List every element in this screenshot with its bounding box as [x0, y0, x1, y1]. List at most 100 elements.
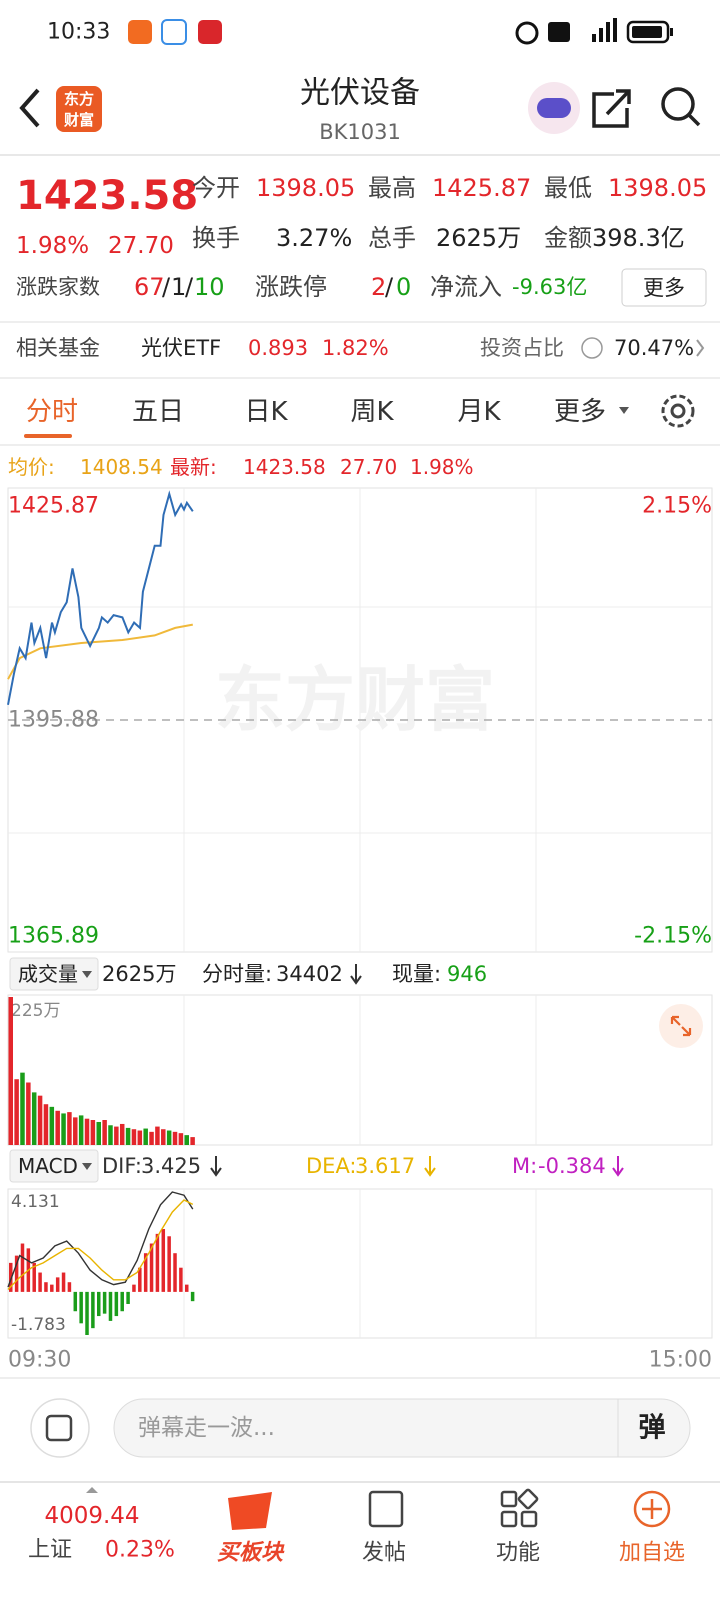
- search-button[interactable]: [661, 87, 701, 127]
- share-button[interactable]: [592, 89, 631, 128]
- macd-bar: [61, 1272, 66, 1292]
- danmaku-button[interactable]: 弹: [639, 1413, 666, 1444]
- fund-label: 相关基金: [16, 336, 100, 360]
- macd-bar: [14, 1255, 19, 1292]
- tab[interactable]: 周K: [350, 397, 394, 427]
- y2-tick-label: 2.15%: [642, 494, 712, 519]
- macd-bar: [143, 1253, 148, 1292]
- x-tick-label: 09:30: [8, 1348, 71, 1373]
- volume-bar: [49, 1106, 55, 1145]
- trend-arrow: [210, 1156, 222, 1177]
- last-price: 1423.58: [16, 173, 198, 219]
- danmaku-input[interactable]: [113, 1398, 691, 1458]
- logo-text: 东方: [64, 90, 94, 108]
- macd-bar: [120, 1291, 124, 1312]
- volume-bar: [119, 1123, 125, 1145]
- latest-value: 1423.58: [243, 455, 326, 479]
- macd-bar: [161, 1229, 166, 1292]
- volume-bar: [178, 1133, 184, 1145]
- nav-item[interactable]: 买板块: [217, 1541, 285, 1566]
- tab[interactable]: 更多: [554, 397, 606, 427]
- volume-bar: [155, 1126, 160, 1145]
- index-change: 0.23%: [105, 1538, 175, 1563]
- net-inflow-value: -9.63亿: [512, 275, 587, 299]
- macd-line: [7, 1191, 194, 1288]
- volume-title[interactable]: 成交量: [18, 962, 78, 986]
- current-volume-label: 现量:: [392, 962, 441, 986]
- danmaku-settings[interactable]: [30, 1398, 90, 1458]
- input-placeholder[interactable]: 弹幕走一波...: [138, 1415, 275, 1441]
- dea-label: DEA:: [306, 1154, 357, 1178]
- trend-arrow: [424, 1156, 436, 1177]
- help-icon[interactable]: [581, 337, 603, 359]
- macd-bar: [114, 1291, 119, 1317]
- macd-bar: [179, 1267, 183, 1292]
- volume-bar: [172, 1131, 178, 1145]
- minute-volume-label: 分时量:: [202, 962, 272, 986]
- volume-bar: [37, 1095, 43, 1145]
- battery-icon: [626, 20, 673, 44]
- nav-icon[interactable]: [228, 1492, 272, 1530]
- more-button-label[interactable]: 更多: [643, 276, 685, 300]
- active-tab-indicator: [24, 434, 72, 438]
- nav-icon[interactable]: [633, 1490, 671, 1528]
- back-button[interactable]: [19, 88, 40, 128]
- tab[interactable]: 日K: [244, 397, 288, 427]
- volume-bar: [31, 1092, 37, 1145]
- macd-bar: [126, 1291, 130, 1304]
- volume-bar: [61, 1113, 66, 1145]
- volume-bar: [90, 1120, 96, 1145]
- limit-up: 2: [371, 273, 386, 301]
- volume-bar: [149, 1131, 154, 1145]
- macd-bar: [97, 1291, 101, 1317]
- macd-bar: [38, 1272, 42, 1292]
- stat-label: 金额: [544, 224, 592, 252]
- macd-bar: [149, 1243, 154, 1292]
- volume-bar: [131, 1129, 137, 1145]
- app-logo: [56, 86, 102, 132]
- volume-bar: [96, 1121, 101, 1145]
- indicator-selector[interactable]: [9, 1149, 99, 1183]
- macd-bar: [79, 1291, 83, 1324]
- up-count: 67: [134, 273, 165, 301]
- settings-button[interactable]: [661, 394, 695, 428]
- nav-icon[interactable]: [368, 1490, 404, 1528]
- more-button[interactable]: [621, 268, 707, 307]
- volume-bar: [143, 1128, 148, 1145]
- app-icon: [161, 19, 187, 45]
- y-tick-label: 4.131: [11, 1192, 60, 1212]
- tab[interactable]: 五日: [132, 397, 184, 427]
- tab[interactable]: 分时: [26, 397, 78, 427]
- fund-price: 0.893: [248, 336, 308, 360]
- expand-button[interactable]: [659, 1004, 703, 1048]
- minute-volume: 34402: [276, 962, 343, 986]
- volume-bar: [20, 1072, 25, 1145]
- x-tick-label: 15:00: [649, 1348, 712, 1373]
- macd-bar: [155, 1233, 160, 1292]
- volume-bar: [166, 1130, 172, 1145]
- dropdown-arrow: [82, 971, 92, 978]
- macd-bar: [91, 1291, 95, 1329]
- nav-item[interactable]: 功能: [496, 1541, 540, 1566]
- macd-title[interactable]: MACD: [18, 1154, 78, 1178]
- volume-bar: [114, 1126, 119, 1145]
- nav-icon[interactable]: [500, 1488, 539, 1528]
- volume-bar: [8, 997, 13, 1145]
- macd-bar: [102, 1291, 107, 1314]
- current-volume: 946: [447, 962, 487, 986]
- avg-value: 1408.54: [80, 455, 163, 479]
- hd-icon: [548, 22, 570, 42]
- macd-line: [7, 1199, 194, 1290]
- app-icon: [128, 20, 152, 44]
- nav-item[interactable]: 发帖: [362, 1541, 406, 1566]
- stat-label: 今开: [192, 174, 240, 202]
- nav-item[interactable]: 加自选: [619, 1541, 685, 1566]
- separator: /: [385, 273, 394, 301]
- macd-bar: [9, 1262, 13, 1292]
- tab[interactable]: 月K: [457, 397, 501, 427]
- dif-value: 3.425: [141, 1154, 201, 1178]
- y-tick-label: 225万: [11, 1001, 60, 1021]
- volume-bar: [55, 1110, 60, 1145]
- volume-selector[interactable]: [9, 957, 99, 991]
- fund-name[interactable]: 光伏ETF: [141, 336, 221, 360]
